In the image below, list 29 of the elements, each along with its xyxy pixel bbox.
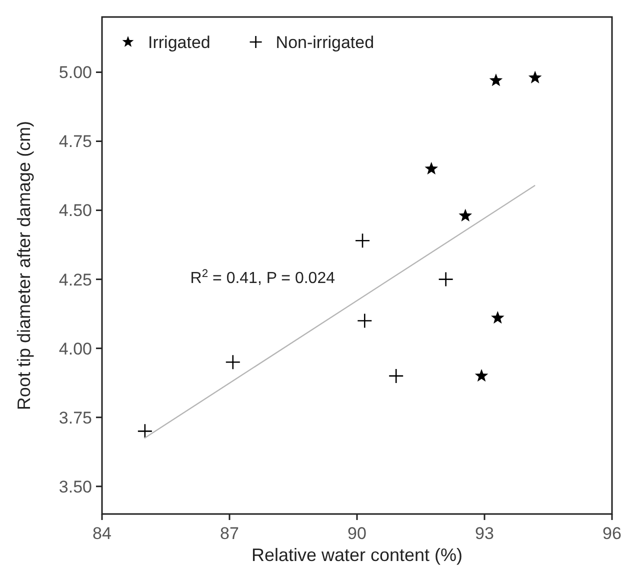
point	[489, 74, 503, 86]
x-tick-label: 84	[92, 524, 112, 543]
point	[354, 233, 370, 248]
x-axis-title: Relative water content (%)	[251, 545, 463, 565]
y-axis-title: Root tip diameter after damage (cm)	[14, 120, 34, 410]
legend-label: Non-irrigated	[276, 33, 374, 52]
y-tick-label: 4.75	[58, 132, 92, 152]
point	[137, 424, 153, 439]
point	[424, 162, 438, 175]
y-tick-label: 4.50	[58, 201, 92, 220]
x-tick-label: 96	[602, 524, 622, 543]
point	[474, 368, 488, 382]
point	[528, 70, 542, 84]
x-tick-label: 87	[220, 524, 239, 543]
y-tick-label: 4.25	[58, 270, 92, 290]
point	[357, 313, 372, 328]
x-tick-label: 93	[475, 524, 494, 543]
y-tick-label: 3.75	[58, 408, 92, 428]
y-tick-label: 5.00	[58, 63, 92, 82]
point	[388, 368, 404, 384]
y-tick-label: 4.00	[58, 339, 92, 358]
point	[491, 310, 504, 324]
annotation: R$^{2}$ = 0.41, P = 0.024	[190, 268, 336, 287]
legend-label: Irrigated	[148, 33, 210, 52]
point	[458, 208, 472, 222]
point	[225, 354, 241, 370]
point	[438, 272, 454, 287]
y-tick-label: 3.50	[58, 477, 92, 496]
x-tick-label: 90	[348, 524, 366, 543]
